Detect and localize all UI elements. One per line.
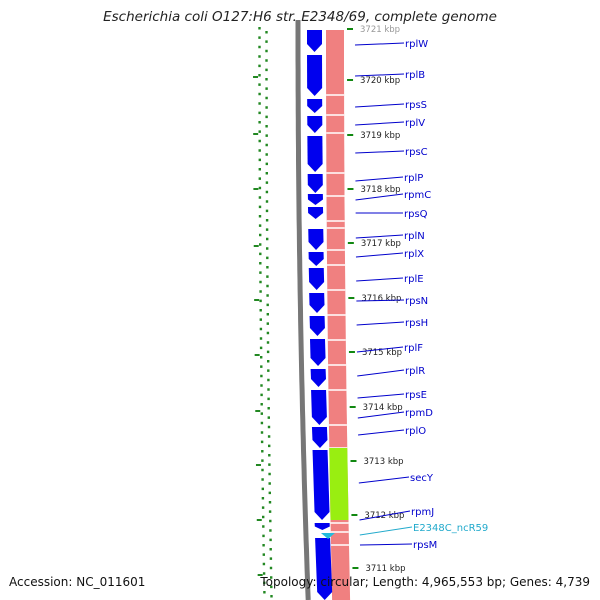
- leader-E2348C_ncR59: [359, 526, 413, 536]
- cds-arrow-2: [307, 99, 323, 113]
- cds-arrow-6: [307, 194, 323, 205]
- gene-label-rpsQ: rpsQ: [404, 209, 428, 220]
- leader-rpsH: [356, 321, 405, 326]
- gene-label-rpsC: rpsC: [405, 147, 428, 158]
- leader-rplE: [356, 277, 404, 282]
- cds-arrow-16: [311, 427, 328, 448]
- topology-label: Topology: circular; Length: 4,965,553 bp…: [260, 575, 590, 589]
- gene-label-E2348C_ncR59: E2348C_ncR59: [413, 523, 488, 534]
- map-title: Escherichia coli O127:H6 str. E2348/69, …: [103, 9, 497, 25]
- gene-label-rpmD: rpmD: [405, 408, 433, 419]
- gene-label-rplE: rplE: [404, 274, 424, 285]
- leader-rpmD: [357, 411, 405, 419]
- leader-rpsS: [355, 103, 405, 108]
- feature-tracks: [307, 30, 351, 600]
- cds-arrow-19: [315, 538, 333, 600]
- gene-label-rpsH: rpsH: [405, 318, 428, 329]
- cds-arrow-13: [309, 339, 326, 366]
- cds-arrow-1: [307, 55, 323, 96]
- leader-rplF: [356, 346, 404, 353]
- scale-label-10: 3711 kbp: [365, 564, 405, 574]
- gene-label-rpsN: rpsN: [405, 296, 428, 307]
- scale-label-5: 3716 kbp: [361, 294, 401, 304]
- scale-label-3: 3718 kbp: [360, 185, 400, 195]
- leader-rplR: [357, 369, 405, 377]
- gene-label-rplN: rplN: [404, 231, 425, 242]
- scale-label-4: 3717 kbp: [361, 239, 401, 249]
- cds-arrow-17: [312, 450, 330, 520]
- leader-rpmC: [355, 193, 404, 201]
- outer-backbone-ring: [295, 20, 311, 600]
- gene-label-rplV: rplV: [405, 118, 425, 129]
- gene-label-rpsM: rpsM: [413, 540, 437, 551]
- leader-rpmJ: [359, 510, 411, 521]
- gene-label-secY: secY: [410, 473, 434, 484]
- leader-rplW: [354, 42, 405, 46]
- leader-rpsM: [359, 543, 413, 546]
- backbone-rings: [253, 20, 311, 600]
- scale-label-6: 3715 kbp: [362, 348, 402, 358]
- gene-label-rplB: rplB: [405, 70, 425, 81]
- cds-arrow-4: [307, 136, 323, 172]
- gene-label-rpsS: rpsS: [405, 100, 427, 111]
- leader-rplV: [355, 121, 405, 126]
- secY-feature-block: [329, 448, 349, 520]
- cds-arrow-12: [309, 316, 325, 336]
- scale-label-1: 3720 kbp: [360, 76, 400, 86]
- leader-rplP: [355, 176, 404, 182]
- cds-arrow-15: [311, 390, 327, 425]
- accession-label: Accession: NC_011601: [9, 575, 146, 589]
- gene-label-rplF: rplF: [404, 343, 423, 354]
- cds-arrow-9: [308, 252, 324, 266]
- leader-secY: [358, 476, 410, 484]
- leader-rplX: [355, 252, 404, 258]
- leader-rplO: [358, 429, 405, 436]
- gene-label-rplP: rplP: [404, 173, 423, 184]
- cds-arrow-5: [307, 174, 323, 193]
- leader-rpsC: [355, 150, 405, 154]
- cds-arrow-3: [307, 116, 323, 133]
- leader-rplB: [355, 73, 405, 77]
- leader-rpsE: [357, 393, 405, 399]
- gene-label-rplX: rplX: [404, 249, 424, 260]
- cds-arrow-11: [309, 293, 325, 313]
- gene-label-rplR: rplR: [405, 366, 425, 377]
- cds-arrow-14: [310, 369, 326, 387]
- cds-arrow-7: [307, 207, 324, 219]
- scale-label-0: 3721 kbp: [360, 25, 400, 35]
- dotted-ring-inner: [265, 31, 273, 598]
- scale-label-8: 3713 kbp: [363, 457, 403, 467]
- ncrna-arrow: [320, 533, 335, 539]
- scale-label-7: 3714 kbp: [363, 403, 403, 413]
- cds-arrow-10: [308, 268, 325, 290]
- cds-arrow-8: [308, 229, 324, 250]
- scale-label-2: 3719 kbp: [360, 131, 400, 141]
- leader-rplN: [355, 234, 404, 239]
- gene-label-rpmJ: rpmJ: [411, 507, 434, 518]
- cds-arrow-0: [307, 30, 323, 52]
- gene-label-rpmC: rpmC: [404, 190, 431, 201]
- gene-label-rplW: rplW: [405, 39, 428, 50]
- gene-label-rpsE: rpsE: [405, 390, 427, 401]
- cds-arrow-18: [314, 523, 330, 530]
- gene-label-rplO: rplO: [405, 426, 426, 437]
- dotted-ring-outer: [258, 27, 266, 594]
- feature-labels: rplW rplB rpsS rplV rpsC rplP rpmC rpsQ rplN rplX…: [354, 39, 488, 551]
- leader-rpsN: [356, 299, 405, 302]
